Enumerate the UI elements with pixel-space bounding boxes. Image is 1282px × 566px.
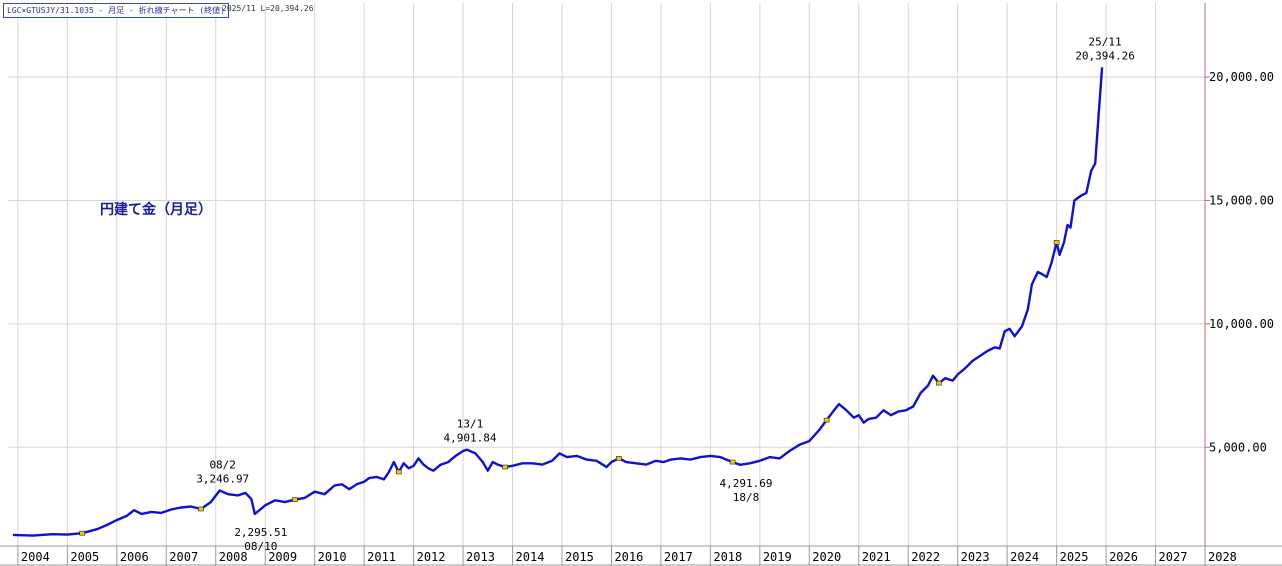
x-tick-label: 2017 bbox=[664, 550, 693, 564]
x-tick-label: 2026 bbox=[1109, 550, 1138, 564]
series-group bbox=[12, 67, 1104, 537]
annotation-value: 4,901.84 bbox=[444, 432, 497, 445]
annotation-value: 20,394.26 bbox=[1075, 49, 1135, 62]
y-tick-label: 10,000.00 bbox=[1209, 317, 1274, 331]
markers-group bbox=[79, 240, 1060, 536]
x-tick-label: 2006 bbox=[120, 550, 149, 564]
axes bbox=[0, 3, 1282, 566]
x-tick-label: 2022 bbox=[911, 550, 940, 564]
point-marker bbox=[79, 530, 85, 536]
point-marker bbox=[936, 380, 942, 386]
point-marker bbox=[729, 459, 736, 465]
annotation-date: 08/10 bbox=[244, 540, 277, 553]
annotation-date: 13/1 bbox=[457, 418, 484, 431]
x-tick-label: 2021 bbox=[862, 550, 891, 564]
point-marker bbox=[502, 464, 508, 470]
x-tick-label: 2007 bbox=[169, 550, 198, 564]
x-tick-label: 2015 bbox=[565, 550, 594, 564]
last-value-readout: 2025/11 L=20,394.26 bbox=[222, 4, 314, 13]
point-marker bbox=[1053, 240, 1060, 245]
x-tick-label: 2028 bbox=[1208, 550, 1237, 564]
x-tick-label: 2016 bbox=[614, 550, 643, 564]
annotation-date: 18/8 bbox=[733, 491, 760, 504]
x-tick-label: 2018 bbox=[713, 550, 742, 564]
x-tick-label: 2011 bbox=[367, 550, 396, 564]
x-tick-label: 2014 bbox=[516, 550, 545, 564]
point-marker bbox=[395, 469, 402, 475]
symbol-caption: LGC×GTUSJY/31.1035 - 月足 - 折れ線チャート (終値) bbox=[3, 3, 229, 18]
x-tick-label: 2019 bbox=[763, 550, 792, 564]
x-tick-label: 2012 bbox=[417, 550, 446, 564]
y-tick-labels: 5,000.00 10,000.00 15,000.00 20,000.00 bbox=[1209, 70, 1274, 454]
point-marker bbox=[823, 417, 830, 423]
point-marker bbox=[292, 497, 298, 502]
x-tick-label: 2020 bbox=[812, 550, 841, 564]
y-tick-label: 15,000.00 bbox=[1209, 193, 1274, 207]
x-tick-label: 2010 bbox=[318, 550, 347, 564]
x-tick-label: 2025 bbox=[1060, 550, 1089, 564]
annotation-date: 25/11 bbox=[1089, 35, 1122, 48]
grid-lines bbox=[8, 3, 1205, 546]
price-line bbox=[12, 67, 1104, 537]
point-marker bbox=[198, 506, 204, 512]
x-tick-label: 2023 bbox=[961, 550, 990, 564]
point-marker bbox=[616, 456, 622, 461]
x-tick-label: 2008 bbox=[219, 550, 248, 564]
y-tick-label: 20,000.00 bbox=[1209, 70, 1274, 84]
y-tick-label: 5,000.00 bbox=[1209, 440, 1267, 454]
annotation-value: 4,291.69 bbox=[720, 477, 773, 490]
x-tick-label: 2009 bbox=[268, 550, 297, 564]
annotation-date: 08/2 bbox=[209, 459, 236, 472]
annotation-value: 3,246.97 bbox=[196, 473, 249, 486]
x-tick-label: 2027 bbox=[1159, 550, 1188, 564]
x-tick-label: 2024 bbox=[1010, 550, 1039, 564]
chart-title: 円建て金（月足） bbox=[100, 202, 212, 218]
x-tick-labels: 2004 2005 2006 2007 2008 2009 2010 2011 2012 2013… bbox=[17, 546, 1237, 566]
annotation-value: 2,295.51 bbox=[234, 526, 287, 539]
x-tick-label: 2013 bbox=[466, 550, 495, 564]
x-tick-label: 2005 bbox=[70, 550, 99, 564]
x-tick-label: 2004 bbox=[21, 550, 50, 564]
